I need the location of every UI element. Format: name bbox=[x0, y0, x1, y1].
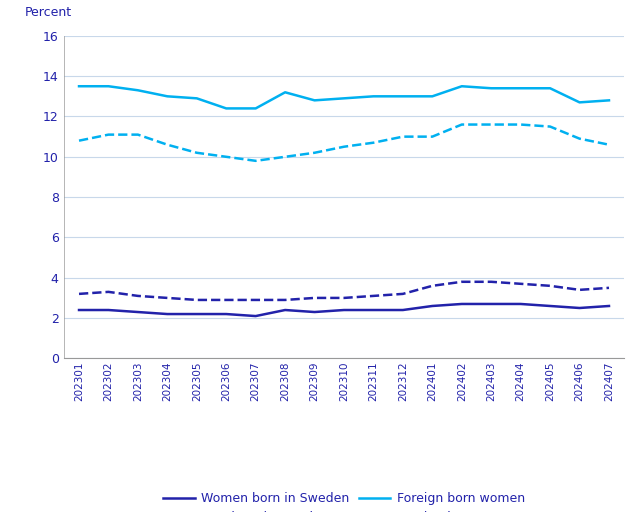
Men born in Sweden bbox=[575, 287, 583, 293]
Women born in Sweden bbox=[193, 311, 201, 317]
Line: Foreign born women: Foreign born women bbox=[79, 86, 609, 109]
Men born in Sweden bbox=[105, 289, 113, 295]
Line: Men born in Sweden: Men born in Sweden bbox=[79, 282, 609, 300]
Line: Foreign born men: Foreign born men bbox=[79, 124, 609, 161]
Foreign born men bbox=[281, 154, 289, 160]
Men born in Sweden bbox=[458, 279, 466, 285]
Men born in Sweden bbox=[605, 285, 613, 291]
Foreign born men bbox=[252, 158, 260, 164]
Foreign born men bbox=[105, 132, 113, 138]
Foreign born women bbox=[252, 105, 260, 112]
Legend: Women born in Sweden, Men born in Sweden, Foreign born women, Foreign born men: Women born in Sweden, Men born in Sweden… bbox=[158, 487, 530, 512]
Women born in Sweden bbox=[399, 307, 407, 313]
Text: Percent: Percent bbox=[25, 7, 72, 19]
Women born in Sweden bbox=[370, 307, 377, 313]
Foreign born men bbox=[75, 138, 83, 144]
Men born in Sweden bbox=[370, 293, 377, 299]
Women born in Sweden bbox=[75, 307, 83, 313]
Foreign born women bbox=[575, 99, 583, 105]
Foreign born women bbox=[163, 93, 171, 99]
Men born in Sweden bbox=[193, 297, 201, 303]
Men born in Sweden bbox=[163, 295, 171, 301]
Foreign born men bbox=[370, 140, 377, 146]
Foreign born men bbox=[605, 142, 613, 148]
Foreign born men bbox=[575, 136, 583, 142]
Foreign born women bbox=[370, 93, 377, 99]
Foreign born women bbox=[281, 89, 289, 95]
Foreign born men bbox=[428, 134, 436, 140]
Foreign born women bbox=[311, 97, 318, 103]
Foreign born men bbox=[134, 132, 141, 138]
Foreign born men bbox=[487, 121, 495, 127]
Men born in Sweden bbox=[281, 297, 289, 303]
Foreign born men bbox=[163, 142, 171, 148]
Foreign born men bbox=[399, 134, 407, 140]
Women born in Sweden bbox=[340, 307, 348, 313]
Men born in Sweden bbox=[222, 297, 230, 303]
Women born in Sweden bbox=[575, 305, 583, 311]
Women born in Sweden bbox=[222, 311, 230, 317]
Men born in Sweden bbox=[252, 297, 260, 303]
Foreign born women bbox=[340, 95, 348, 101]
Men born in Sweden bbox=[547, 283, 554, 289]
Men born in Sweden bbox=[399, 291, 407, 297]
Men born in Sweden bbox=[517, 281, 525, 287]
Foreign born women bbox=[428, 93, 436, 99]
Men born in Sweden bbox=[428, 283, 436, 289]
Women born in Sweden bbox=[281, 307, 289, 313]
Men born in Sweden bbox=[75, 291, 83, 297]
Foreign born women bbox=[547, 85, 554, 91]
Foreign born women bbox=[458, 83, 466, 89]
Men born in Sweden bbox=[340, 295, 348, 301]
Foreign born men bbox=[458, 121, 466, 127]
Foreign born women bbox=[222, 105, 230, 112]
Foreign born men bbox=[340, 144, 348, 150]
Women born in Sweden bbox=[605, 303, 613, 309]
Foreign born men bbox=[222, 154, 230, 160]
Men born in Sweden bbox=[311, 295, 318, 301]
Men born in Sweden bbox=[487, 279, 495, 285]
Women born in Sweden bbox=[428, 303, 436, 309]
Foreign born men bbox=[311, 150, 318, 156]
Foreign born women bbox=[134, 87, 141, 93]
Line: Women born in Sweden: Women born in Sweden bbox=[79, 304, 609, 316]
Women born in Sweden bbox=[487, 301, 495, 307]
Foreign born women bbox=[517, 85, 525, 91]
Men born in Sweden bbox=[134, 293, 141, 299]
Women born in Sweden bbox=[134, 309, 141, 315]
Foreign born men bbox=[193, 150, 201, 156]
Women born in Sweden bbox=[458, 301, 466, 307]
Women born in Sweden bbox=[252, 313, 260, 319]
Foreign born women bbox=[487, 85, 495, 91]
Women born in Sweden bbox=[105, 307, 113, 313]
Women born in Sweden bbox=[517, 301, 525, 307]
Foreign born women bbox=[75, 83, 83, 89]
Women born in Sweden bbox=[547, 303, 554, 309]
Foreign born women bbox=[193, 95, 201, 101]
Women born in Sweden bbox=[163, 311, 171, 317]
Foreign born women bbox=[605, 97, 613, 103]
Foreign born men bbox=[547, 123, 554, 130]
Foreign born women bbox=[399, 93, 407, 99]
Women born in Sweden bbox=[311, 309, 318, 315]
Foreign born women bbox=[105, 83, 113, 89]
Foreign born men bbox=[517, 121, 525, 127]
